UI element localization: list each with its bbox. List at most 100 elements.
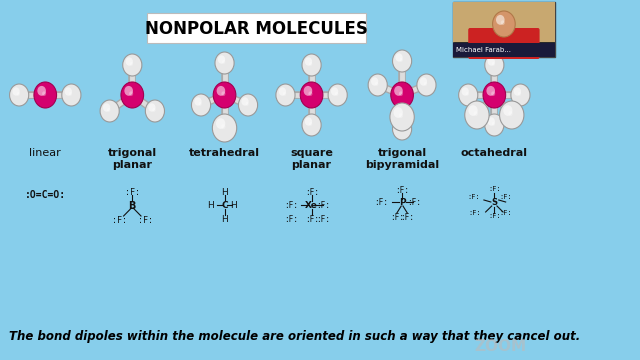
Text: B: B	[129, 201, 136, 211]
Circle shape	[514, 87, 521, 96]
Text: :F:: :F:	[305, 188, 319, 197]
Circle shape	[484, 114, 504, 136]
Circle shape	[394, 107, 403, 118]
Circle shape	[465, 92, 469, 96]
Circle shape	[511, 84, 530, 106]
Text: :O=C=O:: :O=C=O:	[25, 190, 66, 200]
Text: :F:: :F:	[395, 186, 409, 195]
Circle shape	[420, 77, 427, 86]
Circle shape	[145, 100, 164, 122]
Circle shape	[279, 87, 286, 96]
Text: NONPOLAR MOLECULES: NONPOLAR MOLECULES	[145, 20, 368, 38]
Circle shape	[390, 103, 414, 131]
Circle shape	[191, 94, 211, 116]
Circle shape	[308, 91, 312, 96]
Circle shape	[100, 100, 119, 122]
Circle shape	[305, 57, 312, 66]
Text: Xe: Xe	[305, 201, 318, 210]
Circle shape	[496, 15, 504, 25]
Text: H: H	[221, 188, 228, 197]
Circle shape	[461, 87, 469, 96]
Circle shape	[305, 117, 312, 126]
Circle shape	[375, 82, 378, 86]
Circle shape	[129, 91, 133, 96]
Text: square
planar: square planar	[290, 148, 333, 170]
Circle shape	[276, 84, 295, 106]
Circle shape	[503, 105, 513, 116]
Circle shape	[17, 92, 20, 96]
Circle shape	[459, 84, 478, 106]
Text: :F:: :F:	[407, 198, 421, 207]
Circle shape	[492, 122, 495, 126]
Circle shape	[245, 102, 249, 106]
Circle shape	[302, 54, 321, 76]
Text: :F:: :F:	[499, 194, 512, 200]
Circle shape	[303, 86, 312, 96]
Text: The bond dipoles within the molecule are oriented in such a way that they cancel: The bond dipoles within the molecule are…	[9, 330, 580, 343]
Circle shape	[488, 117, 495, 126]
Circle shape	[392, 118, 412, 140]
Circle shape	[368, 74, 387, 96]
Circle shape	[371, 77, 378, 86]
Circle shape	[65, 87, 72, 96]
Circle shape	[213, 82, 236, 108]
Circle shape	[107, 108, 111, 112]
Text: Michael Farab...: Michael Farab...	[456, 47, 511, 53]
Text: :F:: :F:	[488, 186, 500, 192]
Circle shape	[148, 103, 156, 112]
Circle shape	[331, 87, 339, 96]
Circle shape	[302, 114, 321, 136]
Text: P: P	[399, 198, 405, 207]
Circle shape	[335, 92, 339, 96]
Circle shape	[518, 92, 521, 96]
Circle shape	[218, 55, 225, 64]
Circle shape	[221, 91, 225, 96]
Text: trigonal
bipyramidal: trigonal bipyramidal	[365, 148, 439, 170]
Text: H: H	[230, 201, 237, 210]
Text: :F:: :F:	[488, 213, 500, 219]
Text: :F:: :F:	[499, 210, 512, 216]
Text: S: S	[492, 198, 497, 207]
Circle shape	[34, 82, 56, 108]
Circle shape	[12, 87, 20, 96]
Circle shape	[488, 57, 495, 66]
Text: tetrahedral: tetrahedral	[189, 148, 260, 158]
FancyBboxPatch shape	[452, 43, 556, 57]
Circle shape	[491, 91, 495, 96]
Circle shape	[195, 97, 202, 106]
Circle shape	[123, 54, 142, 76]
Circle shape	[130, 62, 133, 66]
Circle shape	[486, 86, 495, 96]
Circle shape	[474, 111, 478, 116]
FancyBboxPatch shape	[468, 28, 540, 59]
Text: ZOOM: ZOOM	[474, 339, 527, 354]
Circle shape	[300, 82, 323, 108]
Circle shape	[396, 121, 403, 130]
Circle shape	[283, 92, 286, 96]
Text: C: C	[221, 201, 228, 210]
Circle shape	[68, 92, 72, 96]
Circle shape	[216, 118, 225, 129]
Circle shape	[222, 60, 225, 64]
Circle shape	[465, 101, 489, 129]
Circle shape	[483, 82, 506, 108]
Circle shape	[394, 86, 403, 96]
Text: trigonal
planar: trigonal planar	[108, 148, 157, 170]
FancyBboxPatch shape	[452, 2, 556, 57]
Text: octahedral: octahedral	[461, 148, 528, 158]
Text: linear: linear	[29, 148, 61, 158]
Text: H: H	[221, 215, 228, 224]
Text: :F:: :F:	[374, 198, 388, 207]
Circle shape	[37, 86, 46, 96]
Circle shape	[309, 122, 312, 126]
Circle shape	[212, 114, 237, 142]
Circle shape	[328, 84, 348, 106]
FancyBboxPatch shape	[452, 2, 556, 42]
Circle shape	[399, 58, 403, 62]
Circle shape	[492, 62, 495, 66]
Text: H: H	[207, 201, 214, 210]
Text: :F:: :F:	[112, 216, 127, 225]
FancyBboxPatch shape	[147, 13, 367, 43]
Text: :F:: :F:	[305, 215, 319, 224]
Circle shape	[62, 84, 81, 106]
